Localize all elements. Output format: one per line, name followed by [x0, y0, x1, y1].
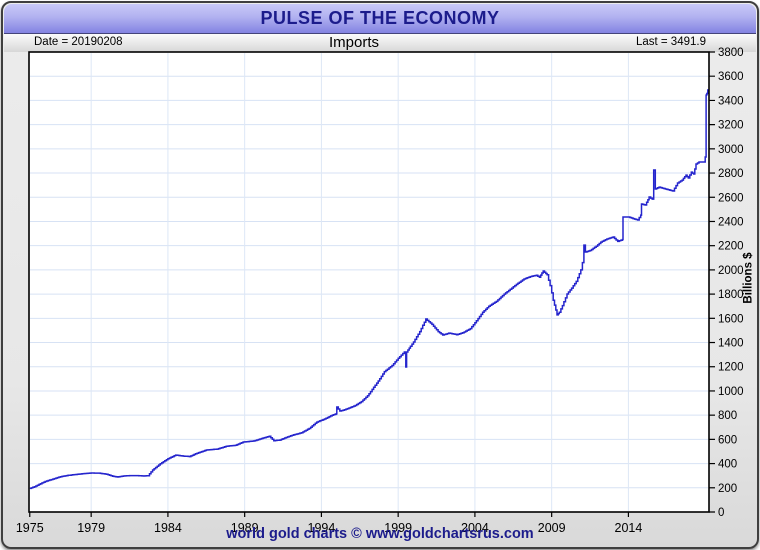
y-axis-tick-label: 2800 [718, 168, 744, 180]
y-axis-tick-label: 3800 [718, 47, 744, 59]
x-axis-tick-label: 1989 [231, 521, 259, 535]
x-axis-tick-label: 1979 [77, 521, 105, 535]
y-axis-tick-label: 1800 [718, 289, 744, 301]
y-axis-tick-label: 3600 [718, 71, 744, 83]
y-axis-tick-label: 1200 [718, 362, 744, 374]
plot-background [29, 52, 709, 512]
title-bar: PULSE OF THE ECONOMY [4, 4, 756, 34]
imports-line-series [29, 89, 709, 490]
x-axis-tick-label: 2014 [615, 521, 643, 535]
x-axis-tick-label: 2004 [461, 521, 489, 535]
plot-border [28, 51, 710, 513]
y-axis-tick-label: 800 [718, 410, 737, 422]
y-axis-tick-label: 0 [718, 507, 724, 519]
credit-footer-text: world gold charts © www.goldchartsrus.co… [226, 526, 534, 542]
page-title: PULSE OF THE ECONOMY [260, 8, 500, 28]
chart-header-strip: Date = 20190208 Imports Last = 3491.9 [4, 34, 756, 52]
chart-series-title: Imports [328, 34, 379, 51]
x-axis-tick-label: 2009 [538, 521, 566, 535]
y-axis-tick-label: 200 [718, 483, 737, 495]
y-axis-tick-label: 1000 [718, 386, 744, 398]
x-axis-tick-label: 1975 [16, 521, 44, 535]
x-axis-tick-label: 1984 [154, 521, 182, 535]
y-axis-tick-label: 600 [718, 434, 737, 446]
y-axis-tick-label: 3400 [718, 95, 744, 107]
x-axis-tick-label: 1999 [384, 521, 412, 535]
y-axis-tick-label: 2600 [718, 192, 744, 204]
y-axis-tick-label: 2200 [718, 241, 744, 253]
y-axis-tick-label: 400 [718, 459, 737, 471]
y-axis-tick-label: 1400 [718, 338, 744, 350]
x-axis-tick-label: 1994 [308, 521, 336, 535]
date-stamp-label: Date = 20190208 [34, 36, 123, 48]
credit-footer: world gold charts © www.goldchartsrus.co… [3, 526, 757, 542]
y-axis-tick-label: 2000 [718, 265, 744, 277]
last-value-label: Last = 3491.9 [635, 36, 706, 48]
y-axis-tick-label: 3000 [718, 144, 744, 156]
y-axis-tick-label: 3200 [718, 120, 744, 132]
y-axis-tick-label: 2400 [718, 216, 744, 228]
y-axis-tick-label: 1600 [718, 313, 744, 325]
